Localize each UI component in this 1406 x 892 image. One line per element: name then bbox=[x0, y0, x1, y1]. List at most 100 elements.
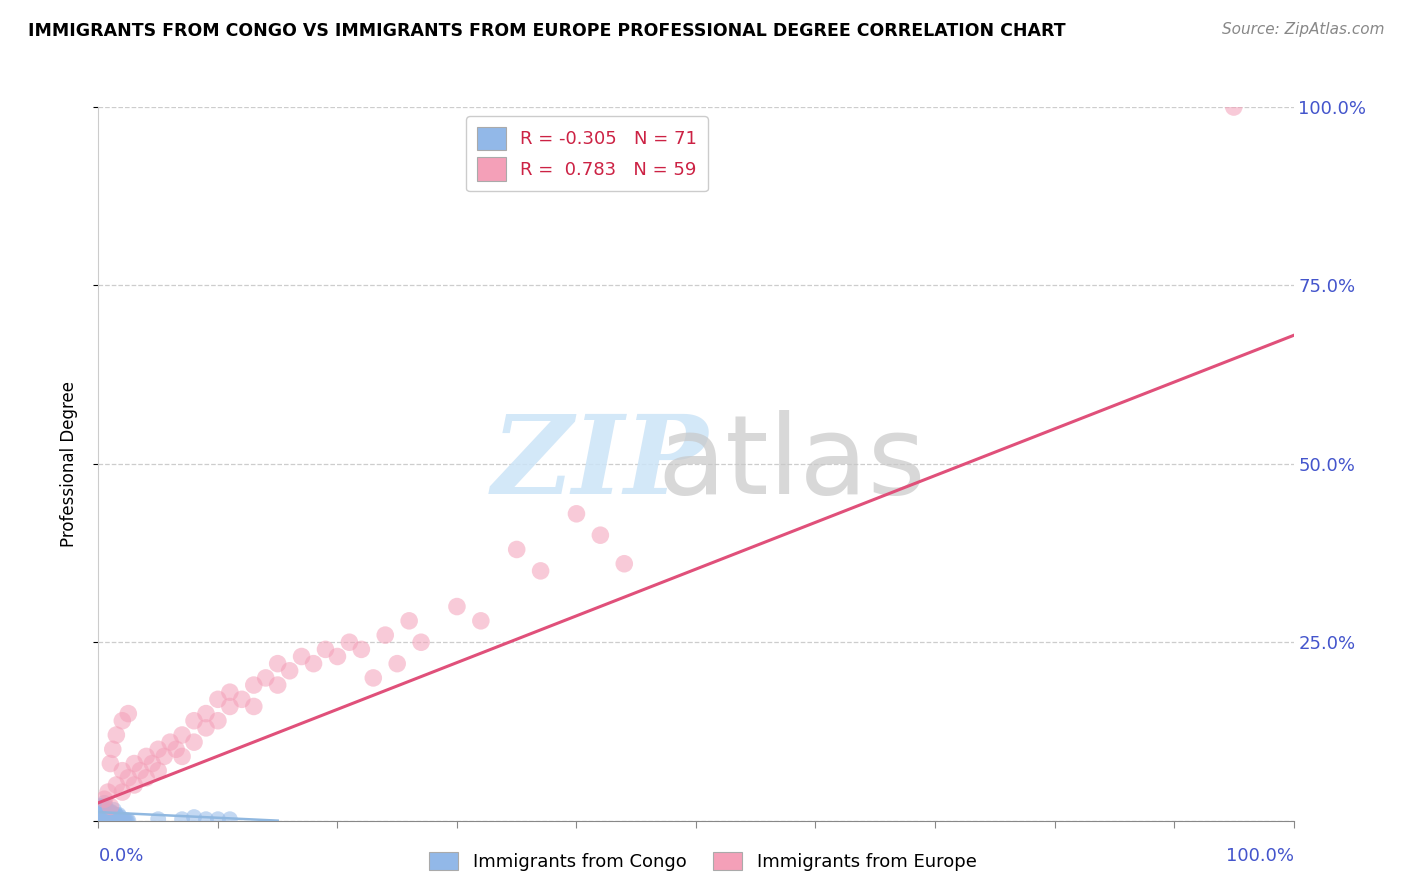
Legend: R = -0.305   N = 71, R =  0.783   N = 59: R = -0.305 N = 71, R = 0.783 N = 59 bbox=[465, 116, 707, 192]
Point bbox=[183, 714, 205, 728]
Point bbox=[103, 803, 125, 817]
Point bbox=[93, 806, 115, 821]
Point bbox=[91, 814, 114, 828]
Point bbox=[350, 642, 373, 657]
Point bbox=[159, 735, 181, 749]
Point bbox=[98, 814, 121, 828]
Point bbox=[183, 810, 205, 824]
Point bbox=[470, 614, 492, 628]
Point bbox=[98, 814, 122, 828]
Point bbox=[101, 814, 124, 828]
Point bbox=[89, 806, 111, 821]
Text: 100.0%: 100.0% bbox=[1226, 847, 1294, 864]
Point bbox=[172, 749, 194, 764]
Point bbox=[374, 628, 396, 642]
Point bbox=[90, 814, 112, 828]
Point bbox=[96, 814, 118, 828]
Point bbox=[135, 749, 157, 764]
Point bbox=[91, 799, 114, 814]
Point bbox=[117, 706, 139, 721]
Point bbox=[107, 814, 129, 828]
Point bbox=[91, 799, 114, 814]
Point bbox=[219, 812, 242, 826]
Point bbox=[108, 810, 131, 824]
Point bbox=[589, 528, 612, 542]
Point bbox=[114, 814, 136, 828]
Point bbox=[94, 810, 117, 824]
Point bbox=[207, 714, 229, 728]
Point bbox=[278, 664, 301, 678]
Point bbox=[90, 810, 112, 824]
Point bbox=[87, 806, 110, 821]
Point bbox=[111, 764, 134, 778]
Point bbox=[94, 814, 117, 828]
Point bbox=[103, 814, 125, 828]
Point bbox=[97, 806, 120, 821]
Text: atlas: atlas bbox=[658, 410, 925, 517]
Point bbox=[219, 685, 242, 699]
Point bbox=[100, 810, 122, 824]
Point bbox=[117, 771, 139, 785]
Point bbox=[96, 808, 118, 822]
Point bbox=[148, 764, 170, 778]
Point bbox=[506, 542, 529, 557]
Point bbox=[148, 812, 170, 826]
Text: Source: ZipAtlas.com: Source: ZipAtlas.com bbox=[1222, 22, 1385, 37]
Point bbox=[90, 806, 112, 821]
Point bbox=[93, 814, 115, 828]
Point bbox=[172, 728, 194, 742]
Point bbox=[98, 810, 121, 824]
Point bbox=[398, 614, 420, 628]
Point bbox=[104, 810, 127, 824]
Point bbox=[243, 699, 266, 714]
Point bbox=[96, 806, 118, 821]
Point bbox=[98, 756, 122, 771]
Point bbox=[339, 635, 360, 649]
Point bbox=[129, 764, 152, 778]
Point bbox=[115, 814, 138, 828]
Legend: Immigrants from Congo, Immigrants from Europe: Immigrants from Congo, Immigrants from E… bbox=[422, 845, 984, 879]
Point bbox=[207, 812, 229, 826]
Point bbox=[254, 671, 277, 685]
Point bbox=[98, 805, 122, 819]
Point bbox=[89, 814, 111, 828]
Point bbox=[101, 806, 124, 821]
Point bbox=[267, 678, 290, 692]
Point bbox=[98, 808, 122, 822]
Point bbox=[446, 599, 468, 614]
Point bbox=[93, 810, 115, 824]
Point bbox=[111, 814, 134, 828]
Point bbox=[91, 810, 114, 824]
Point bbox=[94, 806, 117, 821]
Point bbox=[207, 692, 229, 706]
Point bbox=[315, 642, 337, 657]
Text: ZIP: ZIP bbox=[492, 410, 709, 517]
Point bbox=[105, 728, 128, 742]
Point bbox=[112, 814, 135, 828]
Point bbox=[124, 778, 146, 792]
Point bbox=[111, 785, 134, 799]
Text: 0.0%: 0.0% bbox=[98, 847, 143, 864]
Point bbox=[135, 771, 157, 785]
Point bbox=[302, 657, 325, 671]
Point bbox=[87, 810, 110, 824]
Point bbox=[101, 810, 124, 824]
Point bbox=[107, 808, 129, 822]
Point bbox=[148, 742, 170, 756]
Point bbox=[93, 796, 115, 810]
Point bbox=[267, 657, 290, 671]
Text: IMMIGRANTS FROM CONGO VS IMMIGRANTS FROM EUROPE PROFESSIONAL DEGREE CORRELATION : IMMIGRANTS FROM CONGO VS IMMIGRANTS FROM… bbox=[28, 22, 1066, 40]
Point bbox=[153, 749, 176, 764]
Point bbox=[94, 799, 117, 814]
Point bbox=[194, 721, 218, 735]
Point bbox=[291, 649, 314, 664]
Point bbox=[90, 799, 112, 814]
Point bbox=[89, 810, 111, 824]
Point bbox=[194, 706, 218, 721]
Point bbox=[98, 799, 122, 814]
Point bbox=[105, 808, 128, 822]
Point bbox=[111, 714, 134, 728]
Point bbox=[172, 812, 194, 826]
Point bbox=[219, 699, 242, 714]
Point bbox=[385, 657, 409, 671]
